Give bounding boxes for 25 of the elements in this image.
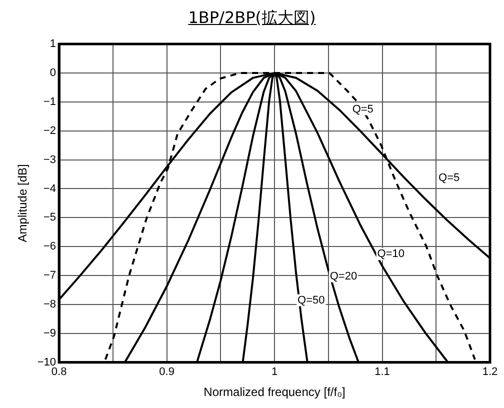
series-label: Q=5 [438, 172, 460, 184]
y-tick-label: −8 [44, 298, 56, 311]
y-tick-label: −3 [44, 154, 56, 166]
y-tick-label: 0 [50, 66, 56, 79]
x-tick-label: 1.2 [482, 366, 498, 378]
y-tick-label: −7 [44, 270, 56, 282]
y-tick-label: −9 [44, 327, 56, 340]
x-tick-label: 0.8 [51, 366, 67, 378]
x-tick-label: 0.9 [159, 366, 174, 378]
y-tick-label: −2 [44, 124, 56, 137]
chart-title: 1BP/2BP(拡大図) [187, 8, 317, 29]
y-tick-label: −6 [44, 240, 56, 253]
series-label: Q=10 [377, 248, 404, 260]
series-label: Q=5 [352, 103, 374, 116]
y-tick-label: −1 [44, 96, 56, 108]
series-label: Q=50 [298, 294, 325, 306]
y-axis-title: Amplitude [dB] [16, 164, 30, 242]
series-label: Q=20 [330, 270, 358, 282]
y-tick-label: −10 [37, 356, 56, 368]
y-tick-label: 1 [50, 38, 56, 50]
y-tick-label: −5 [44, 212, 56, 224]
x-axis-title: Normalized frequency [f/f₀] [204, 385, 346, 400]
x-tick-label: 1 [271, 366, 278, 378]
y-tick-label: −4 [44, 182, 56, 195]
x-tick-label: 1.1 [374, 366, 390, 378]
